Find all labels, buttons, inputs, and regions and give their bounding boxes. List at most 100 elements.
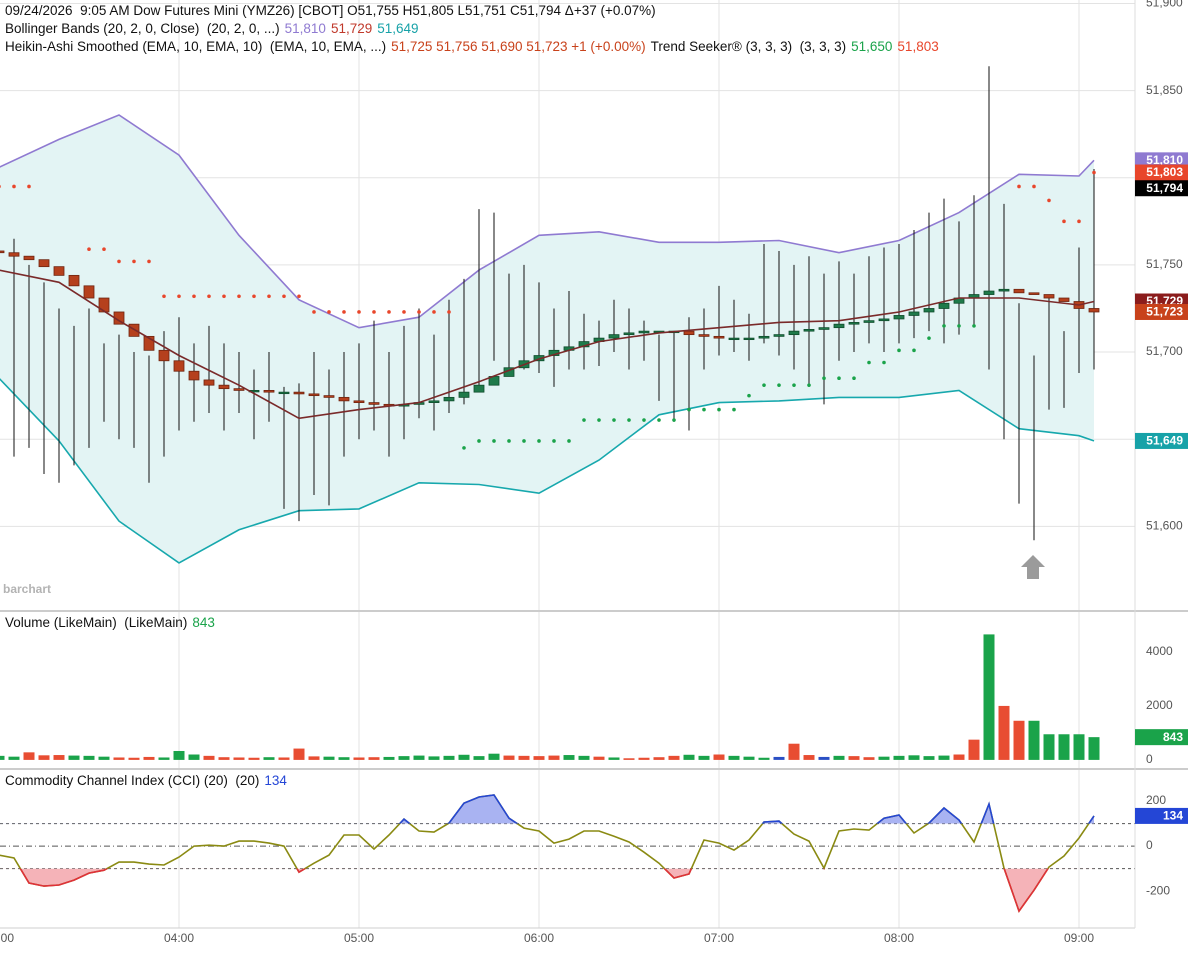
trend-seeker-dot [1047,198,1051,203]
volume-bar [308,756,320,760]
volume-bar [773,756,785,760]
heikin-ashi-candle [878,318,890,322]
trend-seeker-dot [552,439,556,443]
trend-seeker-dot [882,360,886,365]
heikin-ashi-candle [728,337,740,341]
volume-bar [728,755,740,760]
trend-seeker-dot [1092,170,1096,175]
volume-bar [578,755,590,760]
volume-bar [548,755,560,760]
trend-seeker-dot [327,310,331,314]
volume-bar [698,755,710,760]
heikin-ashi-candle [293,391,305,395]
heikin-ashi-candle [803,328,815,332]
legend-item: 843 [192,615,215,630]
heikin-ashi-candle [683,330,695,336]
volume-bar [1088,737,1100,760]
trend-seeker-dot [252,294,256,299]
volume-bar [983,634,995,760]
heikin-ashi-candle [908,311,920,316]
y-tick-label: 51,900 [1146,0,1183,10]
heikin-ashi-candle [743,337,755,341]
volume-bar [683,754,695,760]
price-label-box [1135,180,1188,197]
volume-bar [938,755,950,760]
signal-arrow [1021,555,1045,579]
heikin-ashi-candle [38,259,50,268]
trend-seeker-dot [777,383,781,387]
heikin-ashi-candle [278,391,290,395]
volume-bar [518,755,530,760]
x-tick-label: 09:00 [1064,931,1094,945]
legend-item: 51,650 [851,39,892,54]
x-tick-label: 06:00 [524,931,554,945]
y-tick-label: 51,850 [1146,83,1183,97]
heikin-ashi-candle [893,315,905,320]
band-lower [0,378,1095,564]
trend-seeker-dot [567,439,571,443]
trend-seeker-dot [942,324,946,328]
y-tick-label: 51,750 [1146,257,1183,271]
volume-bar [743,756,755,760]
trend-seeker-dot [627,418,631,422]
volume-bar [953,754,965,760]
volume-bar [1028,720,1040,760]
trend-seeker-dot [672,418,676,422]
heikin-ashi-candle [938,302,950,309]
heikin-ashi-candle [8,252,20,257]
volume-bar [338,757,350,760]
trend-seeker-dot [1062,219,1066,224]
heikin-ashi-candle [608,334,620,339]
y-tick-label: 51,600 [1146,519,1183,533]
trend-seeker-dot [357,310,361,314]
price-label: 134 [1163,809,1183,823]
heikin-ashi-candle [773,334,785,337]
volume-bar [593,756,605,760]
trend-seeker-dot [522,439,526,443]
volume-bar [428,756,440,760]
heikin-ashi-candle [308,393,320,397]
heikin-ashi-candle [698,334,710,337]
volume-bar [473,756,485,760]
heikin-ashi-candle [1013,288,1025,294]
volume-bar [98,756,110,760]
heikin-ashi-candle [983,290,995,295]
trend-seeker-dot [402,310,406,314]
trend-seeker-dot [417,310,421,314]
heikin-ashi-candle [473,384,485,393]
volume-bar [863,757,875,760]
volume-bar [263,757,275,760]
price-label-box [1135,152,1188,169]
trend-seeker-dot [192,294,196,299]
heikin-ashi-candle [173,360,185,372]
trend-seeker-dot [807,383,811,387]
legend-line: Heikin-Ashi Smoothed (EMA, 10, EMA, 10) … [5,39,939,54]
band-middle [0,269,1095,420]
y-tick-label: 51,700 [1146,344,1183,358]
volume-bar [908,755,920,760]
y-tick-label: -200 [1146,883,1170,897]
volume-bar [503,755,515,760]
heikin-ashi-candle [23,255,35,261]
x-tick-label: 08:00 [884,931,914,945]
heikin-ashi-candle [218,384,230,390]
volume-bar [968,739,980,760]
legend-item: 09/24/2026 9:05 AM Dow Futures Mini (YMZ… [5,3,656,18]
x-tick-label: 04:00 [164,931,194,945]
heikin-ashi-candle [443,396,455,402]
band-upper [0,114,1095,329]
trend-seeker-dot [177,294,181,299]
legend-line: Volume (LikeMain) (LikeMain) 843 [5,615,215,630]
volume-bar [113,757,125,760]
trend-seeker-dot [597,418,601,422]
legend-item: 51,729 [331,21,372,36]
volume-bar [668,755,680,760]
trend-seeker-dot [537,439,541,443]
heikin-ashi-candle [998,288,1010,292]
heikin-ashi-candle [863,320,875,323]
trend-seeker-dot [387,310,391,314]
volume-bar [818,756,830,760]
